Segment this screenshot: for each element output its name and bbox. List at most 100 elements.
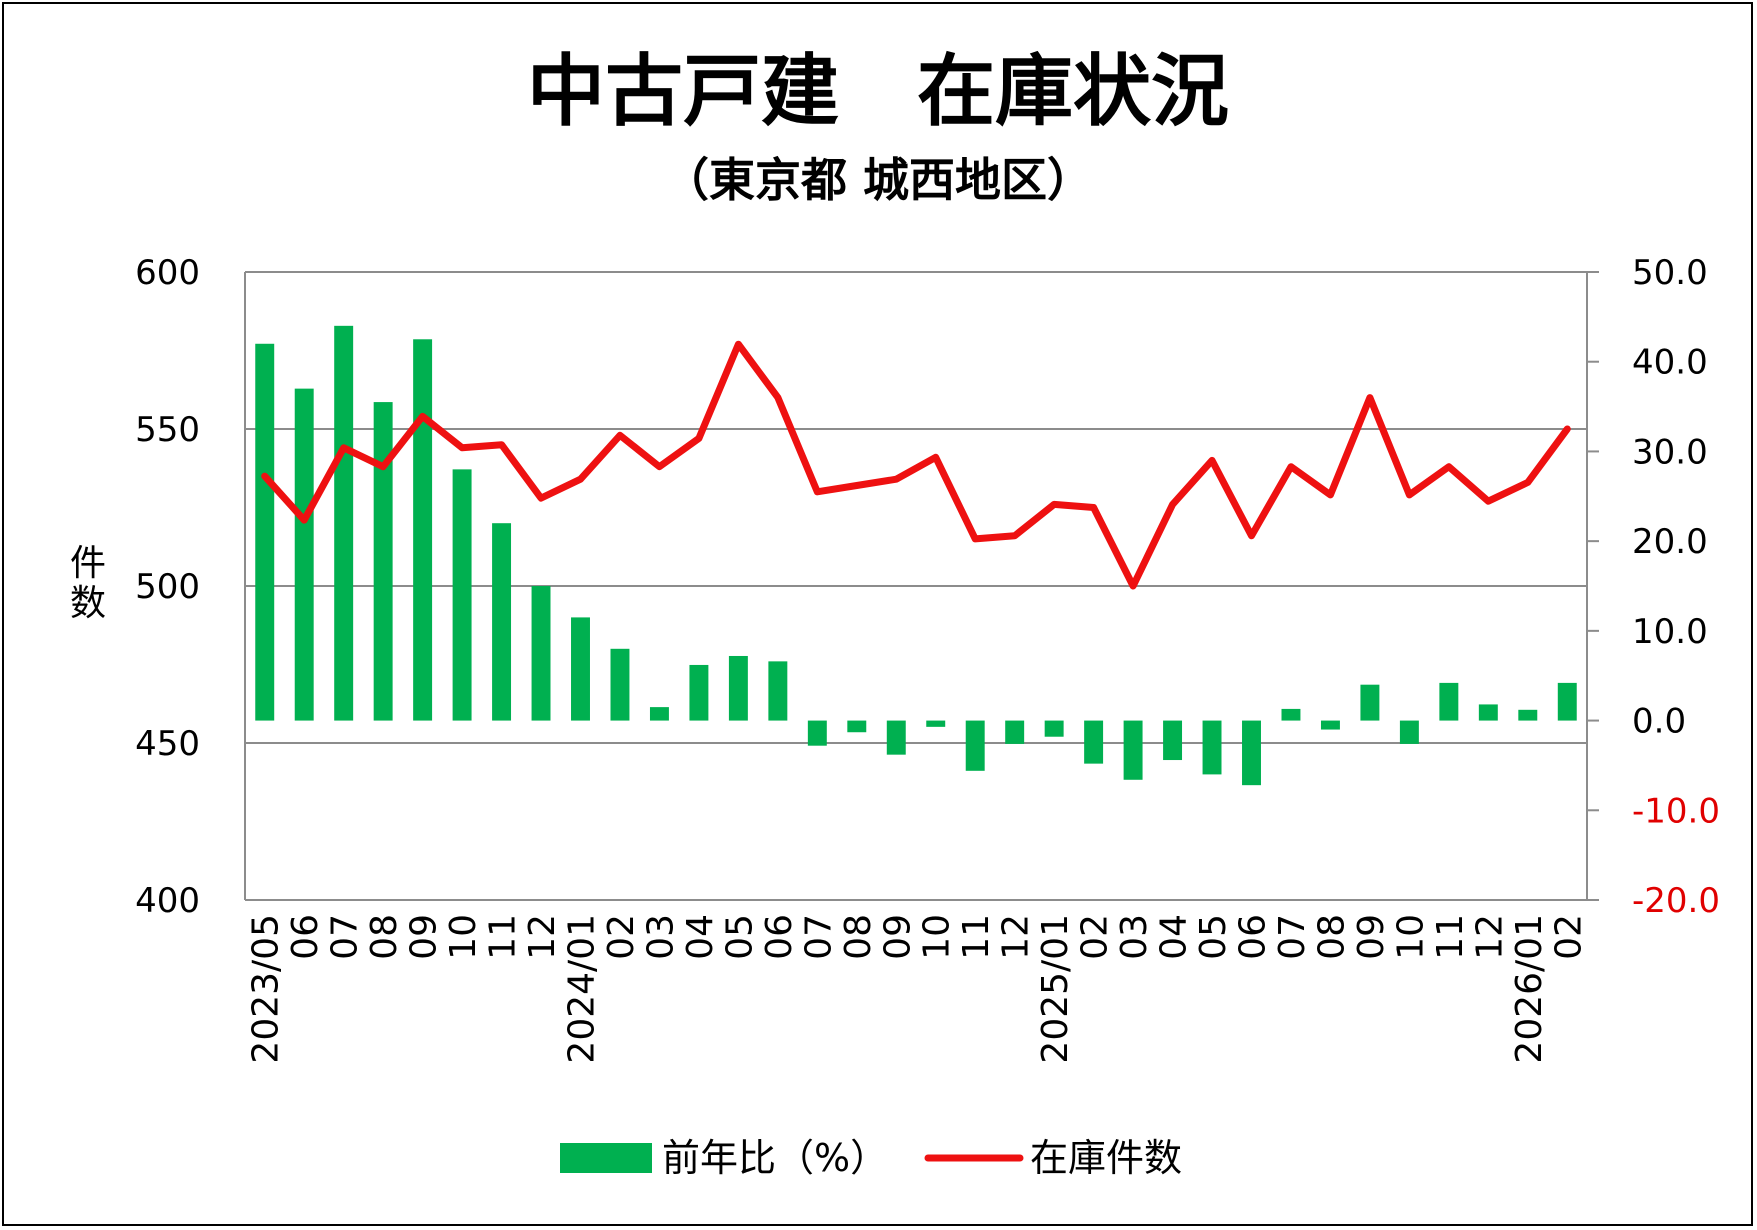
- bar-26: [1281, 708, 1301, 721]
- right-tick-label-6: 40.0: [1632, 343, 1708, 383]
- line-point-28: [1367, 395, 1373, 401]
- line-point-23: [1170, 501, 1176, 507]
- line-point-13: [775, 395, 781, 401]
- line-point-32: [1525, 479, 1531, 485]
- x-tick-label-23: 04: [1154, 914, 1195, 960]
- line-point-33: [1564, 426, 1570, 432]
- legend-bar-label: 前年比（%）: [662, 1136, 888, 1180]
- bar-5: [452, 469, 472, 721]
- bar-19: [1005, 720, 1025, 744]
- x-tick-label-6: 11: [483, 914, 524, 960]
- legend-line-label: 在庫件数: [1030, 1136, 1182, 1180]
- x-tick-label-27: 08: [1311, 914, 1352, 960]
- x-tick-label-25: 06: [1233, 914, 1274, 960]
- x-tick-label-12: 05: [719, 914, 760, 960]
- line-series: [261, 340, 1571, 590]
- x-tick-label-2: 07: [325, 914, 366, 960]
- bar-24: [1202, 720, 1222, 775]
- x-tick-label-7: 12: [522, 914, 563, 960]
- x-tick-label-19: 12: [996, 914, 1037, 960]
- x-tick-label-21: 02: [1075, 914, 1116, 960]
- x-tick-label-26: 07: [1272, 914, 1313, 960]
- x-tick-label-29: 10: [1390, 914, 1431, 960]
- x-tick-label-9: 02: [601, 914, 642, 960]
- bar-10: [649, 707, 669, 721]
- bar-1: [294, 388, 314, 721]
- bar-27: [1320, 720, 1340, 730]
- bar-33: [1557, 682, 1577, 721]
- line-point-3: [380, 464, 386, 470]
- line-point-26: [1288, 464, 1294, 470]
- line-point-1: [301, 517, 307, 523]
- x-tick-label-18: 11: [956, 914, 997, 960]
- x-tick-label-0: 2023/05: [246, 914, 287, 1064]
- x-tick-label-13: 06: [759, 914, 800, 960]
- bar-13: [768, 661, 788, 721]
- x-tick-label-33: 02: [1548, 914, 1589, 960]
- right-tick-label-4: 20.0: [1632, 522, 1708, 562]
- bar-4: [413, 339, 433, 721]
- x-tick-label-3: 08: [364, 914, 405, 960]
- bar-3: [373, 402, 393, 721]
- line-point-19: [1012, 533, 1018, 539]
- right-tick-label-7: 50.0: [1632, 253, 1708, 293]
- x-tick-label-10: 03: [640, 914, 681, 960]
- left-tick-label-0: 400: [135, 881, 200, 921]
- right-tick-label-2: 0.0: [1632, 702, 1686, 742]
- line-point-12: [735, 341, 741, 347]
- gridlines: [245, 271, 1587, 901]
- bar-series: [255, 325, 1577, 786]
- bar-16: [886, 720, 906, 755]
- bar-18: [965, 720, 985, 771]
- legend-bar-swatch: [560, 1143, 652, 1173]
- bar-30: [1439, 682, 1459, 721]
- x-tick-label-8: 2024/01: [562, 914, 603, 1064]
- bar-2: [334, 325, 354, 721]
- line-point-20: [1051, 501, 1057, 507]
- left-tick-label-2: 500: [135, 567, 200, 607]
- x-tick-label-30: 11: [1430, 914, 1471, 960]
- line-point-7: [538, 495, 544, 501]
- line-point-10: [656, 464, 662, 470]
- bar-21: [1084, 720, 1104, 764]
- x-tick-label-32: 2026/01: [1509, 914, 1550, 1064]
- legend: 前年比（%） 在庫件数: [560, 1136, 1182, 1180]
- x-tick-label-16: 09: [877, 914, 918, 960]
- bar-20: [1044, 720, 1064, 737]
- x-tick-label-15: 08: [838, 914, 879, 960]
- left-tick-label-3: 550: [135, 410, 200, 450]
- x-tick-label-4: 09: [404, 914, 445, 960]
- x-tick-label-17: 10: [917, 914, 958, 960]
- bar-12: [728, 655, 748, 721]
- bar-28: [1360, 684, 1380, 721]
- line-point-29: [1406, 492, 1412, 498]
- bar-6: [492, 523, 512, 721]
- right-tick-label-0: -20.0: [1632, 881, 1720, 921]
- bar-9: [610, 648, 630, 721]
- bar-22: [1123, 720, 1143, 780]
- line-point-30: [1446, 464, 1452, 470]
- line-point-9: [617, 432, 623, 438]
- line-point-18: [972, 536, 978, 542]
- stock-count-line: [261, 340, 1571, 590]
- left-tick-label-4: 600: [135, 253, 200, 293]
- line-point-0: [262, 473, 268, 479]
- line-point-31: [1485, 498, 1491, 504]
- x-ticks: 2023/05060708091011122024/01020304050607…: [246, 914, 1590, 1064]
- bar-0: [255, 343, 275, 721]
- line-point-4: [420, 413, 426, 419]
- line-point-5: [459, 445, 465, 451]
- x-tick-label-20: 2025/01: [1035, 914, 1076, 1064]
- bar-23: [1163, 720, 1183, 761]
- line-point-21: [1091, 505, 1097, 510]
- line-point-17: [933, 454, 939, 460]
- line-point-24: [1209, 457, 1215, 463]
- y-axis-label-char-1: 数: [70, 583, 106, 624]
- bar-31: [1478, 704, 1498, 721]
- right-tick-label-1: -10.0: [1632, 791, 1720, 831]
- line-point-15: [854, 483, 860, 489]
- x-tick-label-11: 04: [680, 914, 721, 960]
- bar-32: [1518, 709, 1538, 721]
